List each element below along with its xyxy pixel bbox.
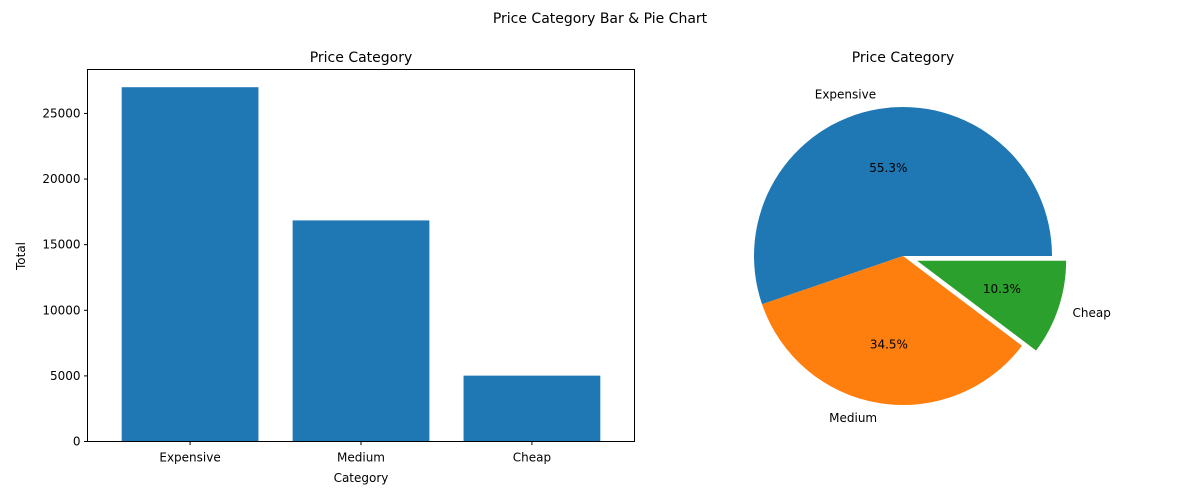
pie-label-medium: Medium bbox=[829, 411, 877, 425]
bar-cheap bbox=[463, 375, 601, 442]
x-tick-label: Expensive bbox=[159, 451, 220, 465]
x-tick-label: Medium bbox=[337, 451, 385, 465]
y-tick-label: 0 bbox=[73, 435, 81, 449]
pie-wedges bbox=[754, 107, 1067, 405]
pie-percent-expensive: 55.3% bbox=[869, 161, 907, 175]
bar-y-ticks: 0 5000 10000 15000 20000 25000 bbox=[42, 106, 88, 449]
bar-x-axis-label: Category bbox=[334, 471, 389, 485]
bar-y-axis-label: Total bbox=[14, 242, 28, 271]
y-tick-label: 25000 bbox=[42, 106, 80, 120]
pie-percent-cheap: 10.3% bbox=[983, 282, 1021, 296]
y-tick-label: 10000 bbox=[42, 303, 80, 317]
bar-x-ticks: Expensive Medium Cheap bbox=[159, 441, 551, 465]
bar-chart: Price Category 0 5000 10000 15000 20000 25000… bbox=[14, 50, 635, 485]
pie-slice-cheap bbox=[917, 260, 1067, 351]
pie-label-cheap: Cheap bbox=[1073, 306, 1111, 320]
y-tick-label: 15000 bbox=[42, 238, 80, 252]
y-tick-label: 20000 bbox=[42, 172, 80, 186]
y-tick-label: 5000 bbox=[50, 369, 81, 383]
pie-labels: Expensive 55.3% Medium 34.5% Cheap 10.3% bbox=[815, 87, 1111, 425]
pie-slice-expensive bbox=[754, 107, 1052, 305]
bar-chart-title: Price Category bbox=[310, 50, 413, 66]
bar-medium bbox=[292, 220, 430, 442]
bar-axes-frame bbox=[87, 69, 635, 442]
pie-chart-title: Price Category bbox=[852, 50, 955, 66]
figure-suptitle: Price Category Bar & Pie Chart bbox=[493, 11, 708, 27]
pie-label-expensive: Expensive bbox=[815, 87, 876, 101]
bar-expensive bbox=[121, 87, 259, 442]
pie-percent-medium: 34.5% bbox=[870, 337, 908, 351]
pie-slice-medium bbox=[762, 256, 1022, 405]
x-tick-label: Cheap bbox=[513, 451, 551, 465]
bar-marks bbox=[121, 87, 601, 442]
pie-chart: Price Category Expensive 55.3% Medium 34.5%… bbox=[754, 50, 1111, 425]
